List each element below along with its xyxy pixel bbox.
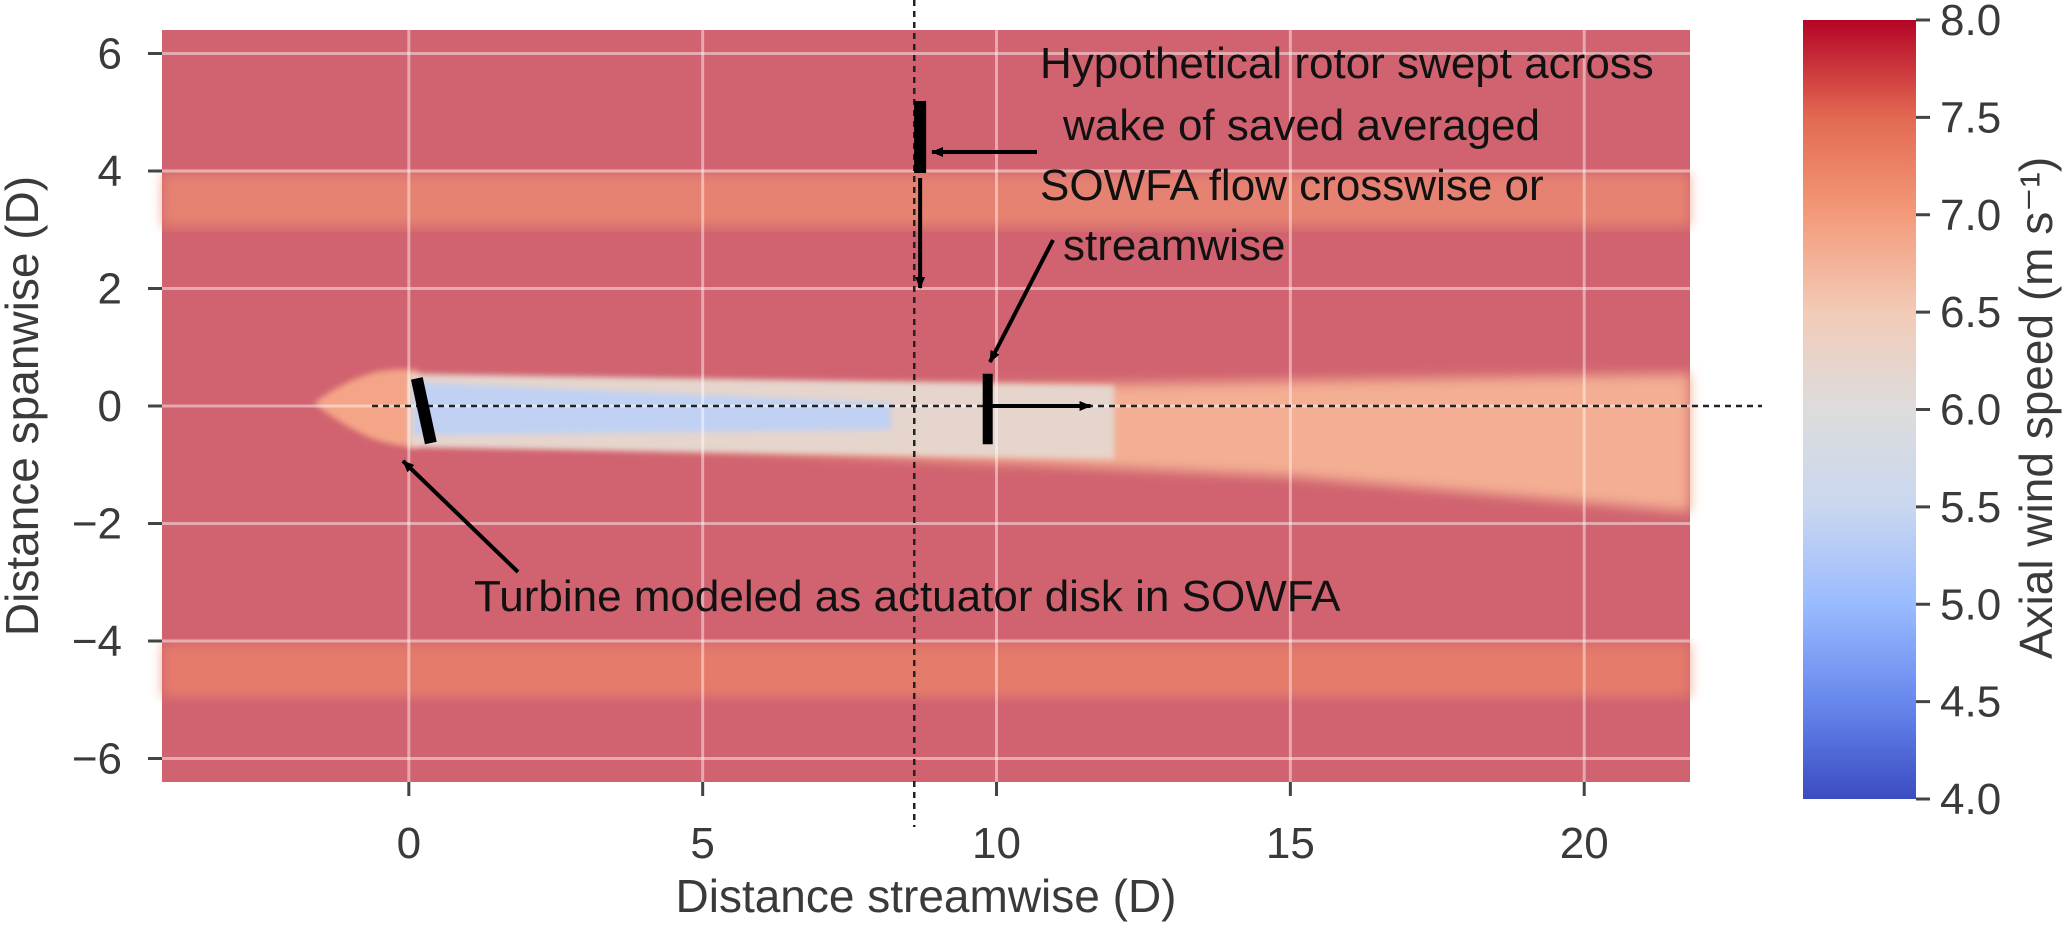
y-tick-label-3: 0 — [98, 382, 122, 431]
plot-area — [162, 0, 1762, 827]
y-tick-label-2: 2 — [98, 265, 122, 314]
turbine-halo — [313, 369, 419, 448]
rotor-markers — [410, 101, 993, 445]
colorbar-ticks: 8.0 7.5 7.0 6.5 6.0 5.5 5.0 4.5 4.0 — [1916, 0, 2001, 824]
colorbar-gradient — [1803, 20, 1916, 799]
annotations: Hypothetical rotor swept across wake of … — [401, 39, 1666, 621]
colorbar-tick-label-0: 8.0 — [1940, 0, 2001, 45]
speed-band-0 — [162, 173, 1690, 227]
y-tick-label-1: 4 — [98, 147, 122, 196]
wake-field — [162, 173, 1690, 697]
annotation-arrows — [401, 147, 1092, 574]
colorbar-tick-label-2: 7.0 — [1940, 191, 2001, 240]
rotor-annotation-line-4: streamwise — [1063, 221, 1286, 270]
x-axis-label: Distance streamwise (D) — [676, 870, 1177, 922]
y-tick-label-5: −4 — [72, 617, 122, 666]
y-tick-label-0: 6 — [98, 30, 122, 79]
y-tick-label-4: −2 — [72, 500, 122, 549]
rotor-annotation: Hypothetical rotor swept across wake of … — [1040, 39, 1666, 270]
x-axis-ticks: 0 5 10 15 20 — [397, 782, 1609, 868]
rotor-annotation-line-1: Hypothetical rotor swept across — [1040, 39, 1654, 88]
actuator-disk-marker — [410, 377, 437, 445]
colorbar-tick-label-4: 6.0 — [1940, 386, 2001, 435]
colorbar-tick-label-8: 4.0 — [1940, 775, 2001, 824]
x-tick-label-3: 15 — [1266, 819, 1315, 868]
colorbar-tick-label-6: 5.0 — [1940, 580, 2001, 629]
y-axis-ticks: 6 4 2 0 −2 −4 −6 — [72, 30, 162, 784]
arrow-to-streamwise-rotor — [988, 239, 1055, 363]
colorbar-label: Axial wind speed (m s⁻¹) — [2010, 157, 2062, 659]
colorbar-tick-label-3: 6.5 — [1940, 288, 2001, 337]
colorbar: 8.0 7.5 7.0 6.5 6.0 5.5 5.0 4.5 4.0 Axial wind s… — [1803, 0, 2062, 824]
arrow-to-actuator-disk — [401, 459, 520, 574]
x-tick-label-1: 5 — [690, 819, 714, 868]
colorbar-tick-label-1: 7.5 — [1940, 93, 2001, 142]
y-tick-label-6: −6 — [72, 735, 122, 784]
x-tick-label-4: 20 — [1560, 819, 1609, 868]
x-tick-label-0: 0 — [397, 819, 421, 868]
rotor-annotation-line-2: wake of saved averaged — [1062, 101, 1540, 150]
rotor-annotation-line-3: SOWFA flow crosswise or — [1040, 161, 1544, 210]
speed-band-1 — [162, 643, 1690, 697]
colorbar-tick-label-5: 5.5 — [1940, 483, 2001, 532]
x-tick-label-2: 10 — [972, 819, 1021, 868]
y-axis-label: Distance spanwise (D) — [0, 176, 48, 636]
wake-core — [413, 382, 891, 436]
colorbar-tick-label-7: 4.5 — [1940, 678, 2001, 727]
turbine-annotation: Turbine modeled as actuator disk in SOWF… — [474, 572, 1341, 621]
